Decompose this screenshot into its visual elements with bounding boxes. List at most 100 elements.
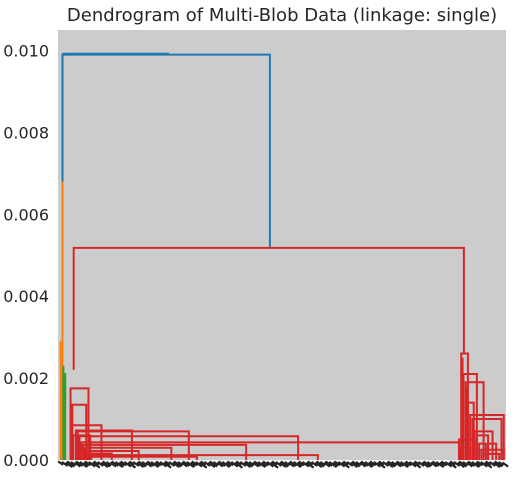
leaf-label — [270, 461, 279, 469]
leaf-label — [66, 460, 76, 468]
leaf-label — [84, 460, 92, 467]
leaf-label — [369, 460, 377, 467]
dendrogram-link — [78, 435, 300, 460]
leaf-label — [413, 460, 421, 466]
leaf-label — [235, 460, 242, 466]
leaf-label — [430, 461, 438, 468]
leaf-label — [209, 460, 218, 468]
leaf-label — [57, 460, 64, 466]
leaf-label — [301, 461, 310, 468]
leaf-label — [200, 460, 207, 466]
leaf-label — [364, 461, 373, 469]
leaf-label — [177, 461, 184, 467]
leaf-label — [284, 461, 291, 467]
leaf-label — [289, 460, 298, 467]
leaf-label — [457, 461, 465, 469]
leaf-label — [145, 461, 153, 468]
leaf-label — [96, 461, 104, 467]
leaf-label — [292, 461, 302, 469]
leaf-label — [449, 460, 456, 466]
leaf-label — [70, 461, 77, 467]
leaf-label — [467, 460, 476, 467]
leaf-label — [497, 461, 505, 467]
leaf-label — [198, 461, 208, 469]
leaf-label — [252, 461, 260, 468]
dendrogram-link — [88, 454, 319, 460]
dendrogram-link — [69, 387, 90, 460]
dendrogram-link — [487, 442, 498, 460]
leaf-label — [421, 461, 430, 469]
leaf-label — [253, 460, 262, 467]
leaf-label — [466, 461, 474, 468]
leaf-label — [351, 460, 361, 468]
leaf-label — [305, 461, 315, 469]
leaf-label — [74, 461, 82, 468]
leaf-label — [458, 460, 468, 468]
leaf-label — [412, 461, 422, 469]
leaf-label — [216, 461, 224, 468]
leaf-label — [111, 460, 119, 467]
leaf-label — [105, 461, 113, 467]
leaf-label — [191, 460, 199, 467]
leaf-label — [261, 461, 268, 467]
leaf-label — [243, 461, 252, 469]
leaf-label — [93, 460, 100, 466]
leaf-label — [387, 460, 396, 468]
dendrogram-link — [480, 448, 505, 460]
y-tick-label: 0.010 — [3, 41, 49, 60]
leaf-label — [315, 460, 325, 468]
dendrogram-link — [459, 446, 472, 460]
y-tick-label: 0.002 — [3, 369, 49, 388]
leaf-label — [248, 461, 255, 467]
leaf-label — [217, 460, 226, 467]
leaf-label — [355, 461, 362, 467]
leaf-label — [159, 461, 168, 468]
leaf-label — [471, 461, 480, 469]
leaf-label — [278, 461, 287, 469]
leaf-label — [271, 460, 278, 466]
leaf-label — [399, 461, 409, 469]
leaf-label — [180, 461, 188, 468]
leaf-label — [225, 461, 232, 467]
leaf-label — [337, 461, 346, 468]
leaf-label — [164, 460, 171, 466]
leaf-label — [189, 461, 197, 467]
leaf-label — [378, 460, 385, 466]
leaf-label — [114, 461, 124, 469]
leaf-label — [146, 460, 155, 467]
leaf-label — [266, 461, 275, 468]
leaf-label — [298, 460, 306, 467]
leaf-label — [341, 461, 350, 469]
dendrogram-links — [59, 52, 505, 460]
y-axis: 0.000 0.002 0.004 0.006 0.008 0.010 — [3, 41, 49, 470]
leaf-label — [403, 461, 410, 467]
leaf-label — [368, 461, 375, 467]
leaf-label — [474, 461, 482, 467]
chart-title: Dendrogram of Multi-Blob Data (linkage: … — [67, 5, 497, 26]
leaf-label — [127, 461, 137, 469]
leaf-label — [244, 460, 254, 468]
leaf-label — [136, 461, 145, 469]
leaf-label — [328, 461, 338, 469]
leaf-label — [310, 461, 318, 467]
leaf-label — [376, 461, 386, 469]
red-cluster-link — [72, 246, 465, 370]
leaf-label — [462, 461, 469, 467]
leaf-label — [128, 460, 135, 466]
leaf-label — [65, 461, 73, 469]
green-cluster-link — [62, 373, 67, 399]
leaf-label — [296, 461, 303, 467]
leaf-label — [203, 461, 211, 467]
leaf-label — [137, 460, 147, 468]
leaf-labels — [57, 460, 509, 469]
leaf-label — [230, 461, 239, 468]
leaf-label — [100, 461, 109, 469]
leaf-label — [440, 460, 448, 467]
leaf-label — [172, 461, 180, 469]
dendrogram-link — [478, 442, 487, 460]
leaf-label — [323, 461, 331, 468]
leaf-label — [426, 461, 433, 467]
leaf-label — [75, 460, 84, 467]
leaf-label — [489, 461, 497, 467]
